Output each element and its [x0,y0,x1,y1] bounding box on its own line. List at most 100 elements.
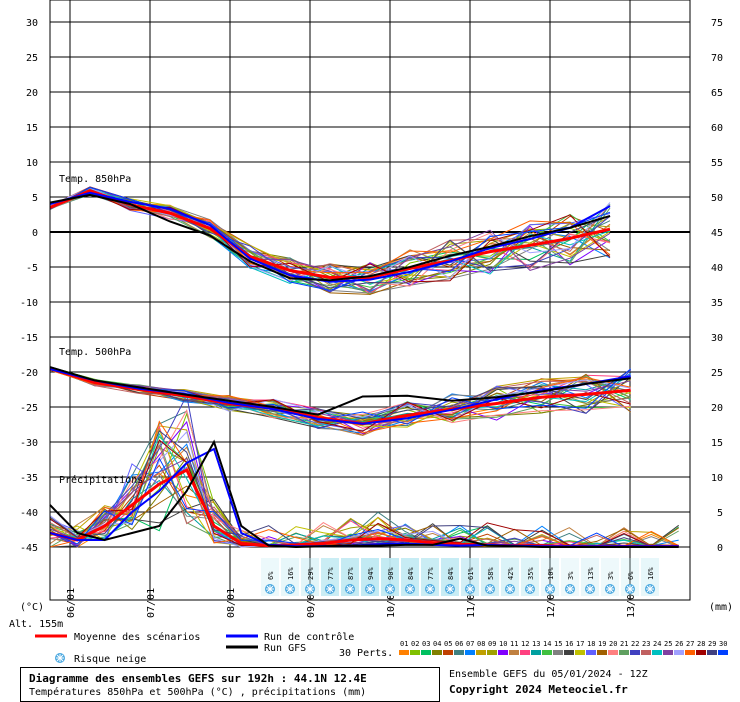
run-info: Ensemble GEFS du 05/01/2024 - 12Z [449,669,648,680]
x-date-label: 13/01 [626,588,637,618]
snow-risk-cell [321,558,339,596]
member-legend: 01 02 03 04 05 06 07 08 09 10 11 12 13 14 15 16 17 18 19 20… [399,640,728,655]
snow-risk-cell [341,558,359,596]
snow-risk-value: 6% [627,571,635,580]
snowflake-icon [585,584,595,594]
member-line-t850 [49,188,611,273]
member-color-swatch [718,650,728,655]
member-color-swatch [454,650,464,655]
member-color-swatch [685,650,695,655]
snowflake-icon [285,584,295,594]
snowflake-icon [325,584,335,594]
member-color-swatch [531,650,541,655]
member-number: 05 [444,640,452,648]
snow-risk-value: 61% [467,567,475,580]
member-color-swatch [641,650,651,655]
section-label-t850: Temp. 850hPa [59,174,131,185]
snowflake-icon [405,584,415,594]
x-date-label: 07/01 [146,588,157,618]
snowflake-icon [265,584,275,594]
y-right-tick-label: 60 [711,123,723,134]
y-left-tick-label: -45 [20,543,38,554]
y-left-unit: (°C) [20,602,44,613]
member-color-swatch [586,650,596,655]
y-left-tick-label: -10 [20,298,38,309]
section-label-t500: Temp. 500hPa [59,347,131,358]
altitude-label: Alt. 155m [9,619,63,630]
snow-risk-cell [581,558,599,596]
chart-title: Diagramme des ensembles GEFS sur 192h : … [29,672,367,685]
member-color-swatch [553,650,563,655]
y-left-tick-label: -20 [20,368,38,379]
snowflake-strokes [586,585,594,593]
snow-risk-row: 6% 16% 29% 77% 87% 94% 90% 84% 77% 84% 61% 58% 42% 35… [261,558,659,596]
member-number: 10 [499,640,507,648]
snowflake-strokes [646,585,654,593]
member-color-swatch [608,650,618,655]
member-color-swatch [663,650,673,655]
member-color-swatch [498,650,508,655]
snow-risk-cell [361,558,379,596]
snow-risk-cell [501,558,519,596]
legend-snow-label: Risque neige [74,654,146,665]
member-number: 15 [554,640,562,648]
legend-perts-label: 30 Perts. [339,648,393,659]
member-number: 02 [411,640,419,648]
snowflake-strokes [546,585,554,593]
member-color-swatch [432,650,442,655]
snow-risk-value: 90% [387,567,395,580]
x-date-label: 12/01 [546,588,557,618]
y-left-tick-label: -15 [20,333,38,344]
y-left-tick-label: -5 [26,263,38,274]
snowflake-strokes [606,585,614,593]
snowflake-strokes [566,585,574,593]
y-left-tick-label: 20 [26,88,38,99]
snowflake-strokes [406,585,414,593]
section-label-precip: Précipitations [59,474,143,486]
snow-risk-cell [481,558,499,596]
member-line-precip [49,410,679,548]
snowflake-strokes [526,585,534,593]
member-number: 16 [565,640,573,648]
series-line-t850 [49,191,611,283]
snow-risk-value: 6% [267,571,275,580]
snowflake-strokes [386,585,394,593]
snowflake-icon [565,584,575,594]
member-number: 03 [422,640,430,648]
snow-risk-value: 3% [607,571,615,580]
member-number: 06 [455,640,463,648]
member-color-swatch [443,650,453,655]
snowflake-icon [625,584,635,594]
member-number: 22 [631,640,639,648]
snow-risk-cell [541,558,559,596]
snowflake-strokes [426,585,434,593]
member-color-swatch [630,650,640,655]
member-color-swatch [520,650,530,655]
y-right-tick-label: 5 [717,508,723,519]
y-right-tick-label: 20 [711,403,723,414]
snow-risk-cell [401,558,419,596]
snowflake-strokes [466,585,474,593]
y-right-tick-label: 70 [711,53,723,64]
member-color-swatch [509,650,519,655]
snowflake-icon [305,584,315,594]
snow-risk-value: 16% [647,567,655,580]
x-date-label: 09/01 [306,588,317,618]
snow-risk-value: 10% [547,567,555,580]
series-line-t500 [49,366,631,416]
member-number: 24 [653,640,661,648]
member-number: 20 [609,640,617,648]
snow-risk-value: 29% [307,567,315,580]
snowflake-icon [55,653,65,663]
y-right-tick-label: 35 [711,298,723,309]
snowflake-strokes [306,585,314,593]
member-color-swatch [542,650,552,655]
member-color-swatch [575,650,585,655]
member-line-precip [49,425,679,548]
snow-risk-value: 35% [527,567,535,580]
member-line-precip [49,435,679,547]
y-right-unit: (mm) [709,602,733,613]
series-line-t850 [49,193,611,282]
member-line-precip [49,457,679,548]
y-right-tick-label: 40 [711,263,723,274]
